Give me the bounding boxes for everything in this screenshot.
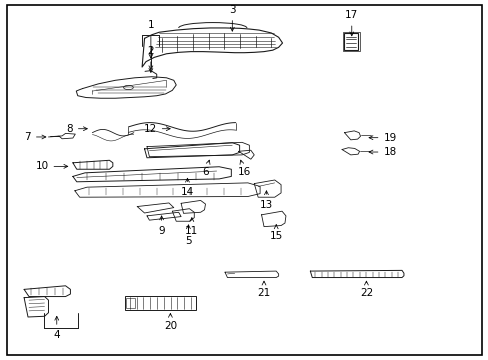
Text: 17: 17 <box>345 10 358 36</box>
Text: 1: 1 <box>147 20 154 58</box>
Text: 13: 13 <box>259 191 272 210</box>
Text: 16: 16 <box>237 160 251 177</box>
Text: 9: 9 <box>158 216 164 236</box>
Text: 7: 7 <box>24 132 46 142</box>
Text: 3: 3 <box>228 5 235 31</box>
Text: 15: 15 <box>269 225 282 241</box>
Text: 11: 11 <box>185 218 198 236</box>
Text: 14: 14 <box>181 178 194 197</box>
Text: 21: 21 <box>257 281 270 298</box>
Text: 5: 5 <box>185 225 191 246</box>
Text: 8: 8 <box>66 124 87 134</box>
Text: 6: 6 <box>202 160 209 177</box>
Text: 19: 19 <box>368 133 396 143</box>
Bar <box>342 32 359 51</box>
Text: 18: 18 <box>368 147 396 157</box>
Text: 20: 20 <box>163 314 177 330</box>
Text: 22: 22 <box>359 281 372 298</box>
Bar <box>126 298 135 308</box>
Text: 2: 2 <box>147 46 154 72</box>
Text: 10: 10 <box>35 161 68 171</box>
Text: 4: 4 <box>53 316 60 340</box>
Bar <box>344 33 357 50</box>
Text: 12: 12 <box>143 124 170 134</box>
Bar <box>125 296 195 310</box>
